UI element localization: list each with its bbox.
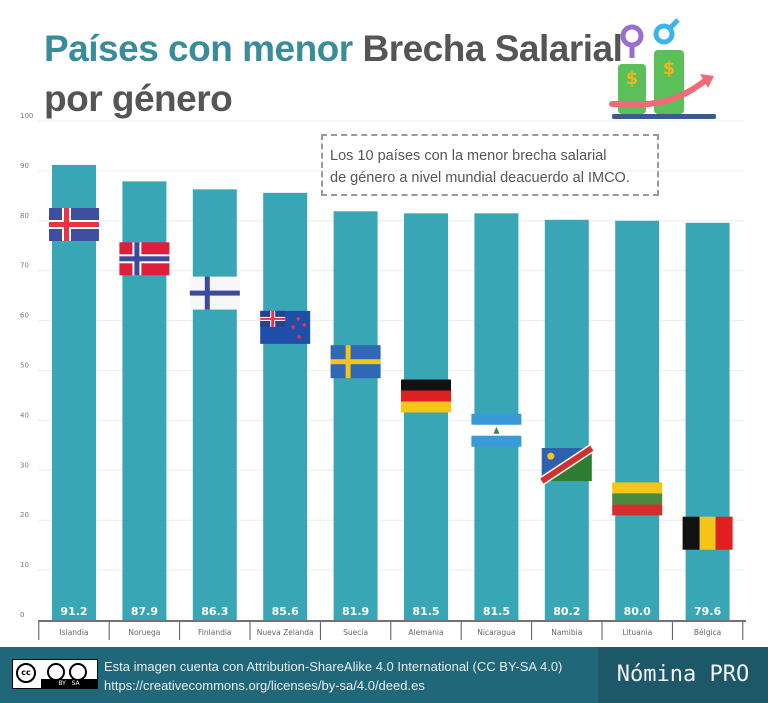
- title-part-2: Brecha Salarial: [362, 28, 623, 69]
- data-label: 86.3: [201, 605, 228, 618]
- annotation-box: Los 10 países con la menor brecha salari…: [321, 134, 659, 196]
- bar: [685, 222, 730, 620]
- category-label: Alemania: [408, 628, 443, 637]
- flag-namibia-icon: [539, 444, 595, 485]
- bar: [544, 219, 589, 620]
- y-tick-label: 100: [20, 112, 33, 120]
- data-label: 80.2: [553, 605, 580, 618]
- y-tick-label: 90: [20, 162, 29, 170]
- brand-logo: Nómina PRO: [598, 647, 768, 703]
- y-tick-label: 70: [20, 262, 29, 270]
- flag-lituania-icon: [612, 482, 663, 516]
- license-text: Esta imagen cuenta con Attribution-Share…: [104, 659, 563, 674]
- category-label: Namibia: [551, 628, 582, 637]
- category-label: Nicaragua: [477, 628, 515, 637]
- flag-islandia-icon: [49, 208, 99, 241]
- flag-suecia-icon: [330, 345, 381, 379]
- bar: [404, 213, 448, 620]
- annotation-line-2: de género a nivel mundial deacuerdo al I…: [330, 170, 630, 186]
- svg-text:$: $: [663, 58, 676, 79]
- bar: [263, 192, 308, 620]
- flag-alemania-icon: [401, 379, 451, 413]
- cc-icon: cc: [16, 663, 36, 683]
- data-label: 85.6: [272, 605, 299, 618]
- category-label: Suecia: [343, 628, 368, 637]
- y-tick-label: 50: [20, 362, 29, 370]
- flag-nicaragua-icon: [471, 413, 522, 447]
- page-title: Países con menor Brecha Salarial por gén…: [44, 24, 623, 124]
- data-label: 81.5: [412, 605, 439, 618]
- y-tick-label: 0: [20, 611, 24, 619]
- footer: cc BY SA Esta imagen cuenta con Attribut…: [0, 647, 768, 703]
- flag-belgica-icon: [682, 516, 733, 550]
- gender-pay-icon: $ $: [609, 18, 716, 119]
- y-tick-label: 20: [20, 511, 29, 519]
- y-tick-label: 30: [20, 461, 29, 469]
- category-label: Lituania: [622, 628, 652, 637]
- flag-nueva-zelanda-icon: [260, 310, 311, 344]
- svg-text:$: $: [626, 68, 639, 89]
- flag-noruega-icon: [119, 242, 170, 276]
- data-label: 79.6: [694, 605, 721, 618]
- flag-finlandia-icon: [189, 276, 240, 310]
- y-tick-label: 10: [20, 561, 29, 569]
- bar: [615, 220, 660, 621]
- category-label: Noruega: [128, 628, 160, 637]
- y-tick-label: 80: [20, 212, 29, 220]
- license-link[interactable]: https://creativecommons.org/licenses/by-…: [104, 678, 425, 693]
- category-label: Finlandia: [198, 628, 231, 637]
- annotation-line-1: Los 10 países con la menor brecha salari…: [330, 148, 607, 164]
- category-label: Islandia: [60, 628, 89, 637]
- y-tick-label: 60: [20, 312, 29, 320]
- cc-license-badge[interactable]: cc BY SA: [12, 659, 98, 689]
- bar: [333, 211, 378, 620]
- y-tick-label: 40: [20, 411, 29, 419]
- data-label: 81.5: [483, 605, 510, 618]
- title-part-3: por género: [44, 78, 233, 119]
- data-label: 81.9: [342, 605, 369, 618]
- data-label: 87.9: [131, 605, 158, 618]
- category-label: Bélgica: [694, 628, 721, 637]
- by-label: BY: [58, 680, 66, 687]
- category-label: Nueva Zelanda: [257, 628, 314, 637]
- title-part-1: Países con menor: [44, 28, 353, 69]
- sa-label: SA: [71, 680, 80, 687]
- bar: [192, 189, 237, 620]
- data-label: 91.2: [60, 605, 87, 618]
- data-label: 80.0: [624, 605, 651, 618]
